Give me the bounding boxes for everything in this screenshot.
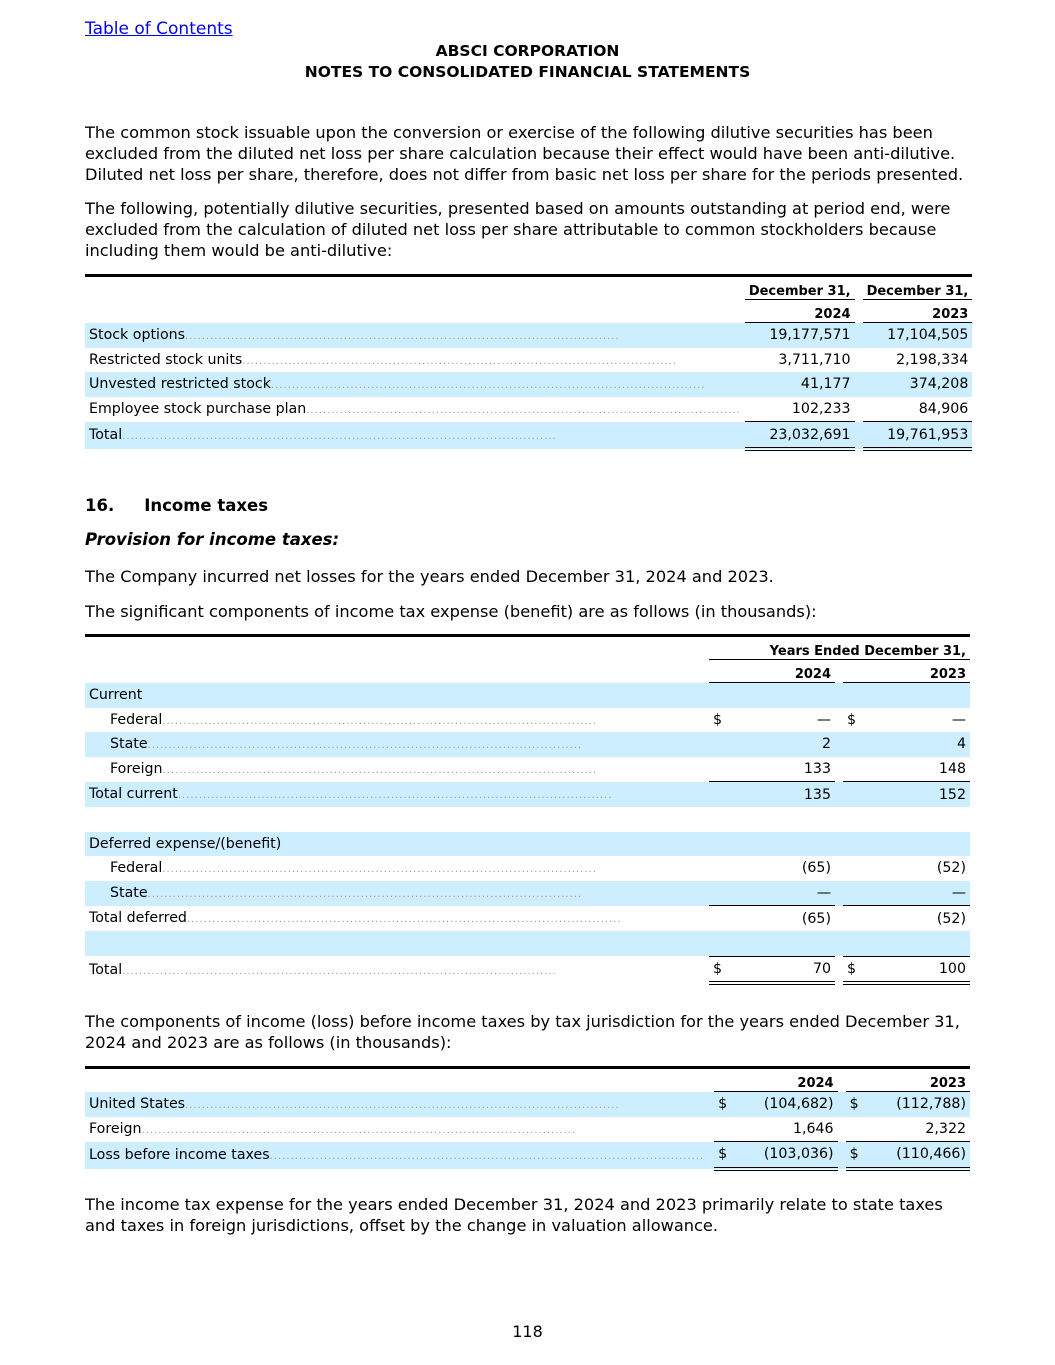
table-row: United States...........................…: [85, 1091, 970, 1117]
col-header: December 31,: [744, 275, 855, 300]
total-row: Total...................................…: [85, 421, 973, 451]
table-row: Current: [85, 682, 970, 708]
paragraph-net-losses: The Company incurred net losses for the …: [85, 567, 774, 586]
table-row: Federal.................................…: [110, 860, 966, 877]
table-row: Foreign.................................…: [85, 1116, 970, 1143]
col-year: 2024: [744, 299, 855, 323]
col-year: 2023: [845, 1067, 970, 1092]
col-header: December 31,: [862, 275, 973, 300]
paragraph-jurisdiction: The components of income (loss) before i…: [85, 1012, 960, 1052]
table-row: Restricted stock units..................…: [89, 351, 969, 368]
paragraph-tax-expense: The income tax expense for the years end…: [85, 1195, 943, 1235]
total-row: Loss before income taxes................…: [85, 1141, 970, 1171]
total-row: Total...................................…: [85, 956, 970, 986]
table-row: Total current...........................…: [85, 781, 970, 807]
col-year: 2024: [709, 659, 835, 683]
col-year: 2023: [862, 299, 973, 323]
income-tax-expense-table: Years Ended December 31, 2024 2023 Curren…: [85, 634, 970, 986]
page-number: 118: [512, 1322, 543, 1341]
col-year: 2024: [714, 1067, 838, 1092]
col-year: 2023: [843, 659, 970, 683]
paragraph-securities: The following, potentially dilutive secu…: [85, 199, 951, 260]
table-row: State...................................…: [85, 732, 970, 757]
col-header: Years Ended December 31,: [709, 635, 970, 660]
income-by-jurisdiction-table: 2024 2023 United States..................…: [85, 1066, 970, 1171]
table-row: Foreign.................................…: [85, 756, 970, 783]
dilutive-securities-table: December 31, December 31, 2024 2023 Stock …: [85, 274, 973, 451]
table-row: Total deferred..........................…: [89, 910, 966, 927]
table-of-contents-link[interactable]: Table of Contents: [85, 19, 233, 39]
paragraph-dilutive: The common stock issuable upon the conve…: [85, 123, 964, 184]
table-row: Unvested restricted stock...............…: [85, 372, 973, 397]
section-heading: 16. Income taxes: [85, 496, 269, 515]
paragraph-components: The significant components of income tax…: [85, 602, 817, 621]
table-row: State...................................…: [85, 880, 970, 907]
company-name: ABSCI CORPORATION: [435, 42, 620, 60]
table-row: Stock options...........................…: [85, 322, 973, 348]
subheading: Provision for income taxes:: [85, 530, 340, 549]
document-title: NOTES TO CONSOLIDATED FINANCIAL STATEMEN…: [304, 63, 751, 81]
table-row: Employee stock purchase plan............…: [89, 401, 969, 418]
table-row: Federal.................................…: [110, 711, 966, 728]
table-row: Deferred expense/(benefit): [85, 831, 970, 857]
